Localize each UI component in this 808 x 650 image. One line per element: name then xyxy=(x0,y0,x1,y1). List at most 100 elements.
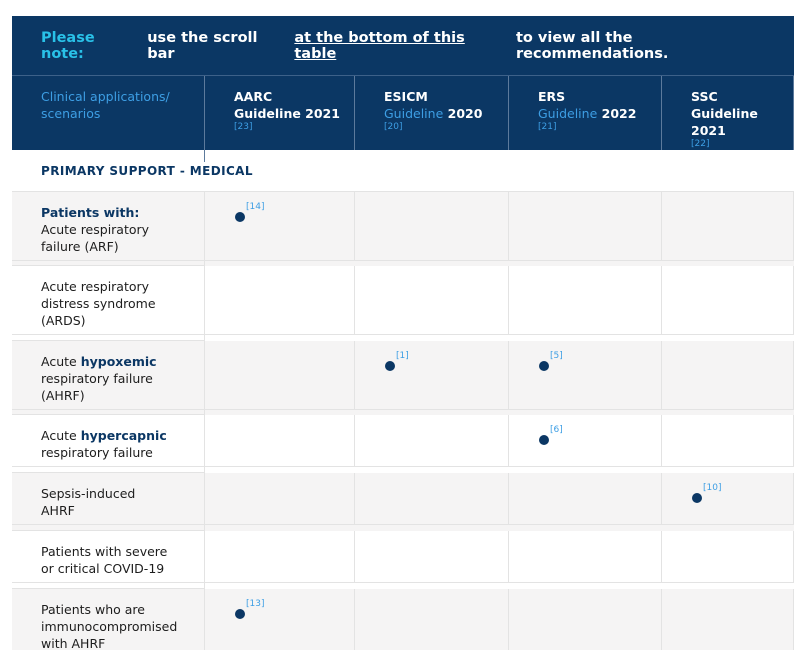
label-text: or critical COVID-19 xyxy=(41,561,165,576)
header-cell: ESICM Guideline 2020 [20] xyxy=(355,76,509,150)
cell xyxy=(205,531,355,583)
row-label: Acute hypercapnic respiratory failure xyxy=(12,415,205,467)
label-text: respiratory failure xyxy=(41,445,153,460)
label-text: Acute respiratory xyxy=(41,222,150,237)
column-sub: Guideline 2022 xyxy=(538,105,661,122)
label-text: Patients with severe xyxy=(41,544,168,559)
cell xyxy=(12,409,205,415)
column-sub: Guideline 2020 xyxy=(384,105,508,122)
rows: Patients with: Acute respiratory failure (… xyxy=(12,192,794,650)
dot-ref: [5] xyxy=(550,351,563,361)
cell: [6] xyxy=(509,415,662,467)
label-text: (ARDS) xyxy=(41,313,86,328)
label-line: (AHRF) xyxy=(41,387,204,404)
label-line: Sepsis-induced xyxy=(41,485,204,502)
label-text: hypercapnic xyxy=(80,428,167,443)
cell: [13] xyxy=(205,589,355,650)
cell xyxy=(355,589,509,650)
cell xyxy=(205,341,355,410)
dot xyxy=(235,608,245,619)
row-label: Patients with severe or critical COVID-19 xyxy=(12,531,205,583)
label-text: Patients with: xyxy=(41,205,140,220)
cell xyxy=(662,415,794,467)
column-ref: [20] xyxy=(384,122,403,132)
column-sub: Guideline 2021 xyxy=(234,105,354,122)
row-label: Patients who are immunocompromised with AH… xyxy=(12,589,205,650)
dot-ref: [10] xyxy=(703,483,722,493)
dot-ref: [14] xyxy=(246,202,265,212)
cell: [1] xyxy=(355,341,509,410)
label-line: failure (ARF) xyxy=(41,238,204,255)
cell xyxy=(205,473,355,525)
label-text: Patients who are xyxy=(41,602,145,617)
header-cell: AARC Guideline 2021 [23] xyxy=(205,76,355,150)
label-line: Patients with severe xyxy=(41,543,204,560)
cell xyxy=(509,589,662,650)
cell xyxy=(509,192,662,261)
cell xyxy=(355,473,509,525)
cell: [14] xyxy=(205,192,355,261)
row-label: Patients with: Acute respiratory failure (… xyxy=(12,192,205,261)
label-line: Acute respiratory xyxy=(41,278,204,295)
label-text: hypoxemic xyxy=(80,354,157,369)
header-cell: ERS Guideline 2022 [21] xyxy=(509,76,662,150)
note-text: to view all the recommendations. xyxy=(515,29,669,62)
label-line: respiratory failure xyxy=(41,370,204,387)
cell: [10] xyxy=(662,473,794,525)
column-year: Guideline 2021 xyxy=(691,106,758,138)
column-name: SSC xyxy=(691,89,718,104)
label-line: Acute hypercapnic xyxy=(41,427,204,444)
label-text: (AHRF) xyxy=(41,388,85,403)
cell: [5] xyxy=(509,341,662,410)
row: Acute hypercapnic respiratory failure [6] xyxy=(12,415,794,473)
column-year: Guideline 2021 xyxy=(234,106,340,121)
cell xyxy=(509,266,662,335)
column-ref: [23] xyxy=(234,122,253,132)
dot-ref: [1] xyxy=(396,351,409,361)
label-line: distress syndrome xyxy=(41,295,204,312)
row: Sepsis-induced AHRF [10] xyxy=(12,473,794,531)
label-line: Acute respiratory xyxy=(41,221,204,238)
row: Acute hypoxemic respiratory failure (AHRF)… xyxy=(12,341,794,415)
row: Acute respiratory distress syndrome (ARDS) xyxy=(12,266,794,341)
cell xyxy=(509,473,662,525)
label-line: (ARDS) xyxy=(41,312,204,329)
row-label: Sepsis-induced AHRF xyxy=(12,473,205,525)
header-cell: SSC Guideline 2021 [22] xyxy=(662,76,794,150)
dot-ref: [13] xyxy=(246,599,265,609)
header-first: Clinical applications/ scenarios xyxy=(41,89,170,121)
note-text: at the bottom of this table xyxy=(294,29,465,62)
label-text: Acute xyxy=(41,354,77,369)
section-title: PRIMARY SUPPORT - MEDICAL xyxy=(12,150,794,192)
cell xyxy=(662,341,794,410)
label-line: Patients who are xyxy=(41,601,204,618)
cell xyxy=(12,335,205,341)
cell xyxy=(12,583,205,589)
label-text: AHRF xyxy=(41,503,75,518)
label-line: Patients with: xyxy=(41,204,204,221)
cell xyxy=(662,192,794,261)
cell xyxy=(205,415,355,467)
label-text: respiratory failure xyxy=(41,371,153,386)
header-cell xyxy=(12,150,205,162)
label-text: with AHRF xyxy=(41,636,106,650)
dot xyxy=(539,360,549,371)
cell xyxy=(12,260,205,266)
cell xyxy=(12,467,205,473)
dot xyxy=(539,434,549,445)
column-name: AARC xyxy=(234,89,273,104)
dot xyxy=(692,492,702,503)
cell xyxy=(355,266,509,335)
label-line: immunocompromised xyxy=(41,618,204,635)
column-name: ESICM xyxy=(384,89,428,104)
cell xyxy=(662,531,794,583)
column-year: 2022 xyxy=(601,106,637,121)
dot xyxy=(385,360,395,371)
label-text: Sepsis-induced xyxy=(41,486,136,501)
label-line: with AHRF xyxy=(41,635,204,650)
row-label: Acute hypoxemic respiratory failure (AHRF) xyxy=(12,341,205,410)
note-text: Please note: xyxy=(41,29,95,62)
cell xyxy=(355,192,509,261)
row: Patients with severe or critical COVID-19 xyxy=(12,531,794,589)
